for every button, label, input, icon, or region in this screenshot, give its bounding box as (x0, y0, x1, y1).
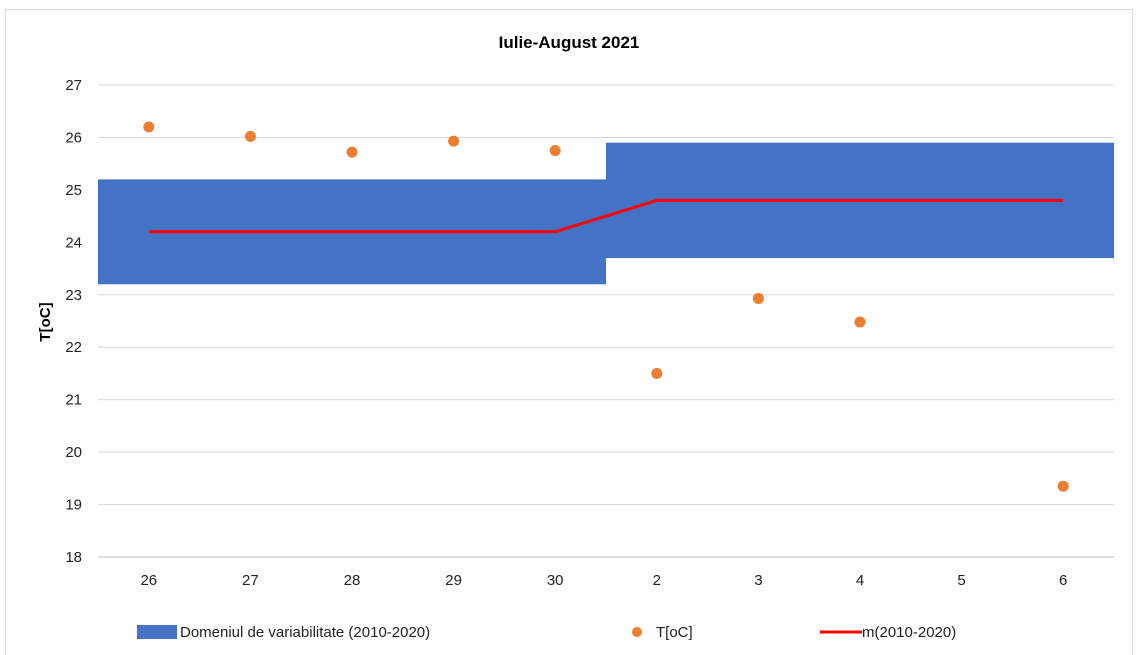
legend-label-points: T[oC] (656, 624, 693, 641)
y-axis-label: T[oC] (37, 302, 54, 341)
temperature-point-5 (651, 367, 663, 379)
y-tick-25: 25 (65, 182, 82, 199)
y-tick-labels: 18 19 20 21 22 23 24 25 26 27 (65, 77, 82, 566)
temperature-points (143, 121, 1069, 492)
x-tick-2: 28 (344, 572, 361, 589)
x-tick-5: 2 (653, 572, 661, 589)
variability-band (98, 142, 1114, 285)
x-tick-9: 6 (1059, 572, 1067, 589)
temperature-point-3 (448, 135, 460, 147)
temperature-point-4 (549, 145, 561, 157)
temperature-point-2 (346, 146, 358, 158)
chart-title: Iulie-August 2021 (499, 33, 640, 52)
x-tick-1: 27 (242, 572, 259, 589)
temperature-point-7 (854, 316, 866, 328)
y-tick-18: 18 (65, 549, 82, 566)
legend-label-line: m(2010-2020) (862, 624, 956, 641)
x-tick-0: 26 (140, 572, 157, 589)
x-tick-3: 29 (445, 572, 462, 589)
legend-swatch-band (137, 625, 177, 639)
x-tick-7: 4 (856, 572, 864, 589)
mean-line-group (148, 198, 1064, 234)
legend-swatch-points (632, 627, 642, 637)
legend-label-band: Domeniul de variabilitate (2010-2020) (180, 624, 430, 641)
x-tick-8: 5 (957, 572, 965, 589)
y-tick-23: 23 (65, 287, 82, 304)
temperature-point-6 (752, 292, 764, 304)
y-tick-24: 24 (65, 234, 82, 251)
y-tick-19: 19 (65, 497, 82, 514)
temperature-point-1 (244, 130, 256, 142)
x-tick-labels: 26 27 28 29 30 2 3 4 5 6 (140, 572, 1067, 589)
mean-line (148, 198, 1064, 234)
x-tick-4: 30 (547, 572, 564, 589)
chart-frame (5, 9, 1133, 655)
y-tick-27: 27 (65, 77, 82, 94)
y-tick-21: 21 (65, 392, 82, 409)
temperature-point-0 (143, 121, 155, 133)
temperature-point-9 (1057, 480, 1069, 492)
y-tick-26: 26 (65, 129, 82, 146)
legend: Domeniul de variabilitate (2010-2020) T[o… (137, 624, 956, 641)
x-tick-6: 3 (754, 572, 762, 589)
y-tick-22: 22 (65, 339, 82, 356)
y-tick-20: 20 (65, 444, 82, 461)
